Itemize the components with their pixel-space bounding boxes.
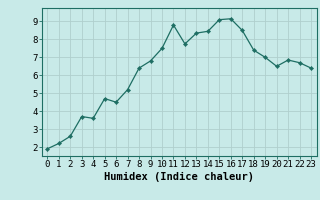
- X-axis label: Humidex (Indice chaleur): Humidex (Indice chaleur): [104, 172, 254, 182]
